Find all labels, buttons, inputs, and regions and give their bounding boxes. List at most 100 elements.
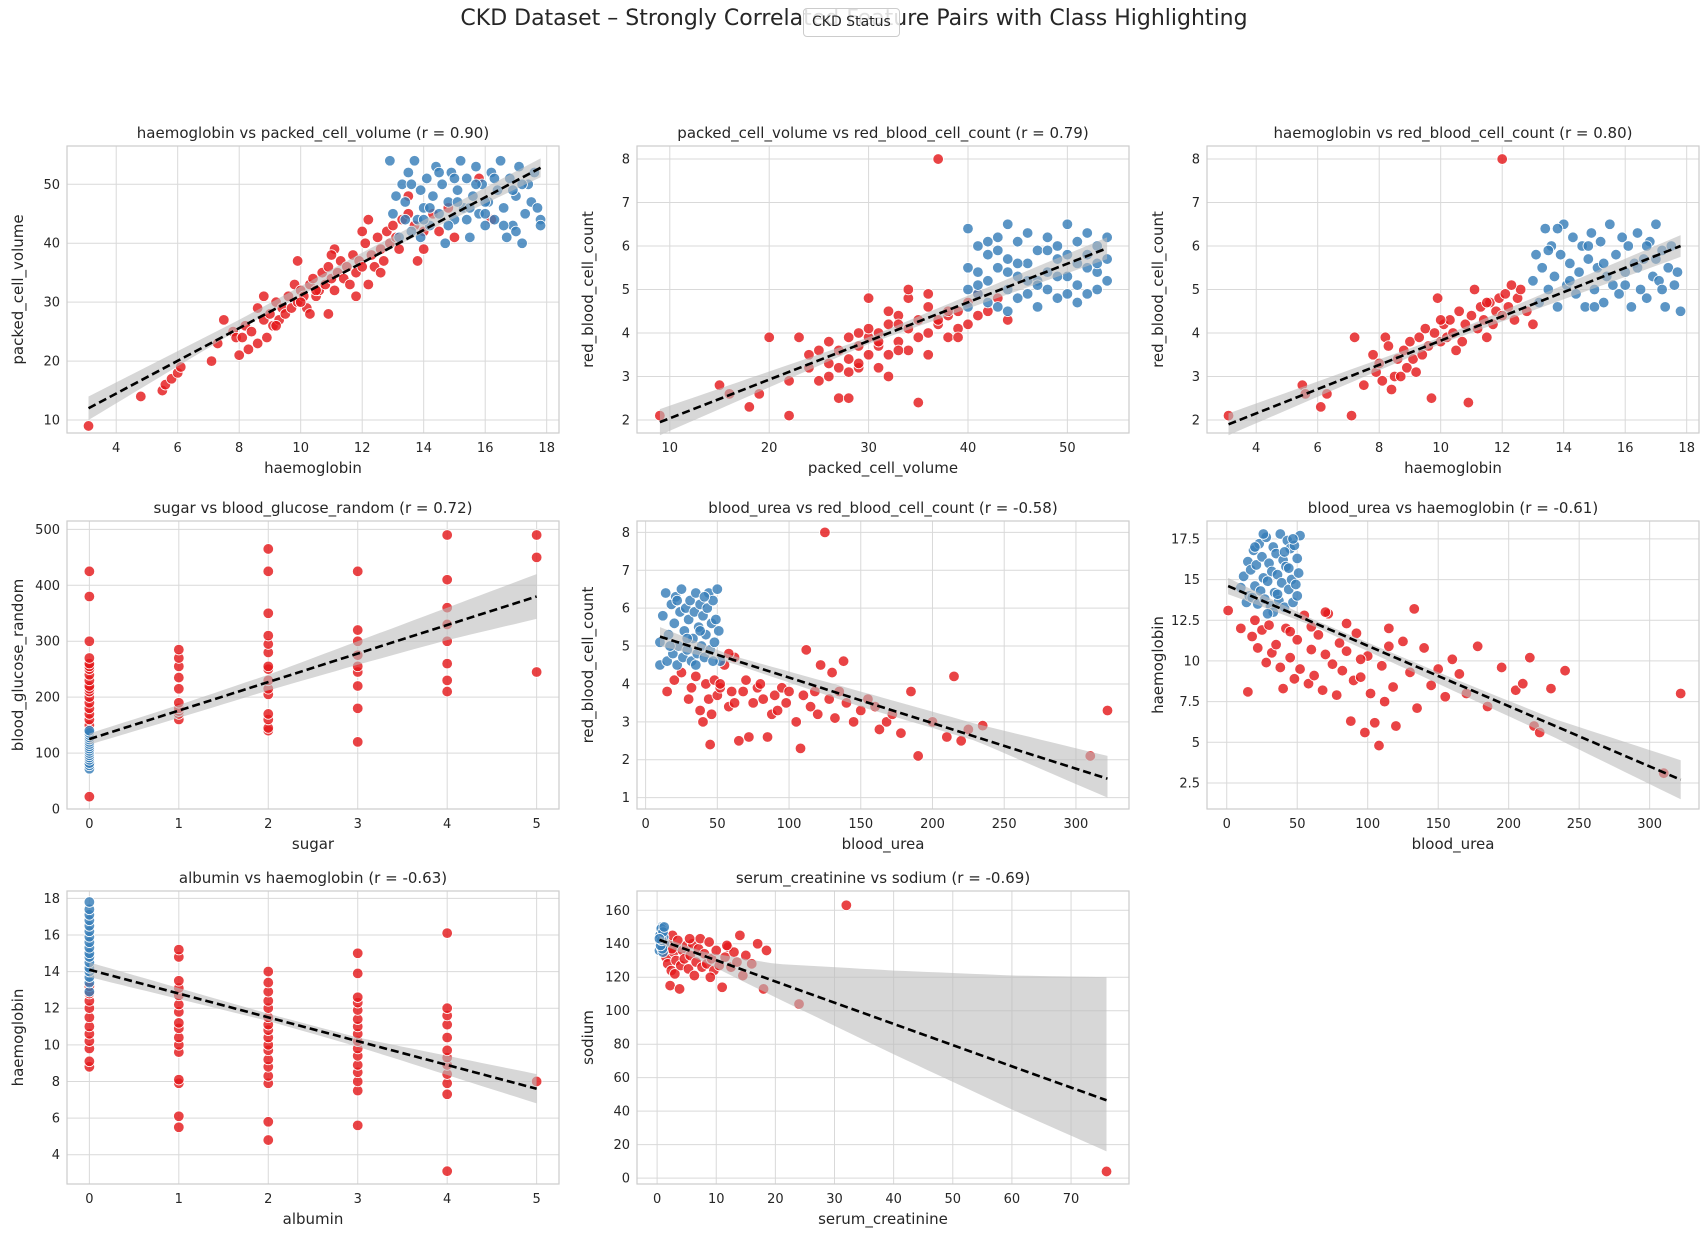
x-axis-label: albumin	[283, 1210, 344, 1228]
data-point-notckd	[1287, 533, 1299, 545]
data-point-ckd	[291, 255, 304, 267]
data-point-notckd	[1619, 279, 1631, 291]
data-point-ckd	[694, 704, 706, 717]
confidence-band	[88, 158, 541, 420]
data-point-ckd	[1340, 645, 1353, 657]
data-point-ckd	[1354, 671, 1367, 683]
subplot-5: 0 50 100 150 200 250 300 1 2 3 4 5 6 7 8 blood_urea vs …	[579, 499, 1130, 854]
x-tick-label: 14	[1555, 441, 1572, 456]
y-tick-label: 2	[622, 753, 630, 768]
data-point-notckd	[1041, 244, 1054, 257]
y-axis-label: blood_glucose_random	[9, 579, 28, 751]
x-tick-label: 60	[1004, 1192, 1021, 1207]
x-tick-label: 30	[826, 1192, 843, 1207]
data-point-ckd	[826, 666, 838, 679]
data-point-ckd	[697, 716, 709, 728]
x-tick-label: 50	[1059, 441, 1076, 456]
subplot-4: 0 1 2 3 4 5 0 100 200 300 400 500 sugar vs blood_glu…	[9, 499, 560, 853]
data-point-ckd	[819, 526, 831, 539]
axes-frame	[1206, 145, 1700, 434]
data-point-ckd	[800, 644, 812, 656]
data-point-ckd	[705, 708, 718, 720]
data-point-notckd	[962, 222, 974, 235]
data-point-ckd	[173, 1073, 185, 1086]
x-tick-label: 4	[112, 441, 120, 456]
legend-title: CKD Status	[812, 14, 891, 30]
data-point-ckd	[352, 624, 364, 636]
data-point-ckd	[362, 213, 375, 226]
x-tick-label: 3	[354, 817, 362, 832]
data-point-notckd	[1237, 570, 1250, 583]
data-point-notckd	[1292, 567, 1305, 579]
data-point-ckd	[258, 290, 270, 302]
y-tick-label: 7.5	[1179, 695, 1200, 710]
data-point-ckd	[690, 670, 702, 683]
data-point-ckd	[1510, 684, 1522, 696]
data-point-ckd	[922, 349, 934, 361]
data-point-ckd	[703, 936, 715, 948]
data-point-ckd	[173, 1110, 185, 1122]
data-point-ckd	[83, 790, 96, 803]
confidence-band	[1228, 577, 1681, 800]
y-tick-label: 100	[605, 1004, 630, 1019]
data-point-notckd	[1249, 541, 1261, 553]
data-point-ckd	[1496, 153, 1508, 165]
y-tick-label: 8	[622, 153, 630, 168]
data-point-ckd	[1358, 379, 1370, 391]
data-point-ckd	[530, 551, 543, 564]
data-point-ckd	[1505, 279, 1518, 291]
data-point-ckd	[912, 331, 924, 344]
subplot-8: 0 10 20 30 40 50 60 70 0 20 40 60 80 100 120 140 160 seru…	[579, 869, 1130, 1229]
data-point-notckd	[1071, 235, 1084, 248]
data-point-ckd	[952, 331, 964, 344]
data-point-ckd	[352, 947, 364, 959]
data-point-notckd	[1257, 528, 1270, 540]
data-point-ckd	[433, 225, 445, 238]
y-tick-label: 6	[622, 240, 630, 255]
confidence-band	[89, 574, 537, 745]
x-axis-label: blood_urea	[842, 835, 925, 854]
data-point-ckd	[1294, 663, 1306, 675]
data-point-notckd	[671, 594, 683, 607]
data-point-notckd	[1659, 301, 1671, 313]
data-point-ckd	[837, 655, 850, 667]
data-point-ckd	[922, 327, 934, 339]
data-point-ckd	[1252, 642, 1264, 654]
data-point-notckd	[402, 166, 415, 179]
data-point-ckd	[852, 357, 865, 370]
data-point-ckd	[823, 370, 835, 383]
data-point-ckd	[1468, 283, 1481, 296]
y-tick-label: 4	[52, 1148, 60, 1163]
y-tick-label: 8	[52, 1075, 60, 1090]
data-point-ckd	[1369, 717, 1381, 729]
data-point-notckd	[690, 659, 702, 671]
x-tick-label: 150	[848, 817, 873, 832]
confidence-band	[659, 936, 1107, 1152]
data-point-ckd	[882, 305, 895, 317]
data-point-notckd	[464, 231, 476, 244]
data-point-ckd	[882, 370, 895, 383]
regression-line	[659, 635, 1108, 780]
y-axis-label: red_blood_cell_count	[579, 586, 598, 743]
x-tick-label: 200	[1496, 817, 1521, 832]
data-point-ckd	[1100, 1165, 1113, 1178]
data-point-notckd	[1051, 240, 1064, 252]
data-point-notckd	[1613, 288, 1625, 300]
data-point-ckd	[1246, 630, 1258, 643]
data-point-ckd	[322, 308, 335, 320]
data-point-ckd	[1419, 322, 1432, 335]
data-point-ckd	[804, 700, 817, 713]
data-point-ckd	[763, 331, 775, 344]
data-point-ckd	[352, 967, 364, 980]
data-point-ckd	[733, 735, 745, 747]
data-point-ckd	[441, 574, 453, 586]
data-point-ckd	[1319, 648, 1332, 661]
data-point-notckd	[1604, 218, 1616, 230]
data-point-ckd	[1385, 383, 1398, 396]
data-point-notckd	[713, 625, 725, 637]
data-point-ckd	[1527, 318, 1539, 330]
data-point-ckd	[761, 731, 774, 743]
axes-frame	[1206, 520, 1700, 810]
data-point-notckd	[657, 610, 669, 622]
